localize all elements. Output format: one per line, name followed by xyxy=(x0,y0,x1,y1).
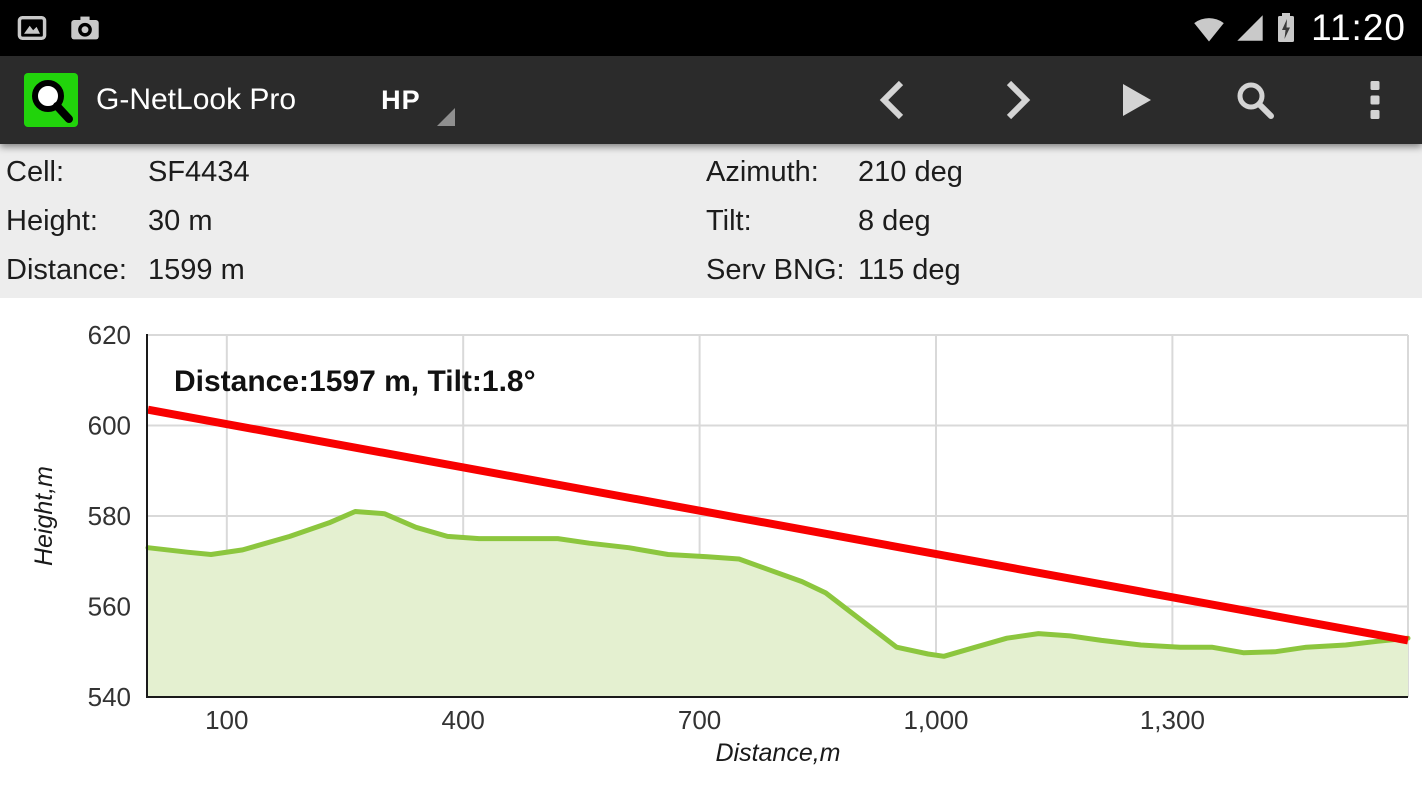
wifi-icon xyxy=(1194,18,1224,42)
overflow-menu-button[interactable] xyxy=(1352,77,1398,123)
clock: 11:20 xyxy=(1311,7,1406,48)
distance-value: 1599 m xyxy=(148,254,245,286)
azimuth-label: Azimuth: xyxy=(706,156,819,188)
next-button[interactable] xyxy=(992,77,1038,123)
x-tick-label: 1,300 xyxy=(1140,705,1205,735)
play-button[interactable] xyxy=(1112,77,1158,123)
height-row: Height: 30 m xyxy=(6,197,250,246)
serv-bng-label: Serv BNG: xyxy=(706,254,845,286)
height-value: 30 m xyxy=(148,205,213,237)
status-bar: 11:20 xyxy=(0,0,1422,56)
chart-annotation: Distance:1597 m, Tilt:1.8° xyxy=(174,365,536,398)
y-tick-label: 620 xyxy=(88,320,131,350)
x-tick-label: 700 xyxy=(678,705,721,735)
cell-label: Cell: xyxy=(6,156,65,188)
cell-value: SF4434 xyxy=(148,156,250,188)
azimuth-row: Azimuth: 210 deg xyxy=(706,148,963,197)
info-panel: Cell: SF4434 Height: 30 m Distance: 1599… xyxy=(0,144,1422,298)
serv-bng-value: 115 deg xyxy=(858,254,961,286)
cell-row: Cell: SF4434 xyxy=(6,148,250,197)
y-tick-label: 540 xyxy=(88,682,131,712)
action-buttons xyxy=(872,77,1398,123)
spinner-label: HP xyxy=(381,84,421,115)
serv-bng-row: Serv BNG: 115 deg xyxy=(706,246,963,295)
terrain-line xyxy=(145,509,1411,659)
tilt-label: Tilt: xyxy=(706,205,752,237)
tilt-row: Tilt: 8 deg xyxy=(706,197,963,246)
gallery-icon xyxy=(17,16,47,40)
network-spinner[interactable]: HP xyxy=(381,68,455,132)
elevation-profile-chart[interactable]: 540 560 580 600 620 100 400 700 1,000 1,300 Distan… xyxy=(0,298,1422,800)
line-of-sight xyxy=(147,405,1409,645)
chevron-left-icon xyxy=(879,80,904,120)
camera-icon xyxy=(71,16,99,40)
info-column-right: Azimuth: 210 deg Tilt: 8 deg Serv BNG: 1… xyxy=(706,148,963,295)
search-icon xyxy=(1237,82,1274,119)
x-axis-title: Distance,m xyxy=(715,739,840,767)
battery-charging-icon xyxy=(1278,13,1295,42)
distance-row: Distance: 1599 m xyxy=(6,246,250,295)
info-column-left: Cell: SF4434 Height: 30 m Distance: 1599… xyxy=(6,148,250,295)
terrain-area xyxy=(148,511,1408,697)
height-label: Height: xyxy=(6,205,98,237)
tilt-value: 8 deg xyxy=(858,205,931,237)
overflow-menu-icon xyxy=(1370,81,1380,119)
app-title: G-NetLook Pro xyxy=(96,83,297,116)
x-tick-label: 100 xyxy=(205,705,248,735)
app-logo-icon xyxy=(24,73,78,127)
spinner-caret-icon xyxy=(436,108,455,126)
x-tick-label: 400 xyxy=(442,705,485,735)
y-tick-label: 600 xyxy=(88,411,131,441)
play-icon xyxy=(1123,84,1151,116)
y-tick-label: 580 xyxy=(88,501,131,531)
chevron-right-icon xyxy=(1006,80,1031,120)
distance-label: Distance: xyxy=(6,254,127,286)
previous-button[interactable] xyxy=(872,77,918,123)
chart-area: 540 560 580 600 620 100 400 700 1,000 1,300 Distan… xyxy=(0,298,1422,800)
action-bar: G-NetLook Pro HP xyxy=(0,56,1422,144)
x-tick-label: 1,000 xyxy=(903,705,968,735)
azimuth-value: 210 deg xyxy=(858,156,963,188)
magnifier-logo-glyph xyxy=(32,80,73,123)
y-axis-title: Height,m xyxy=(30,466,58,566)
search-button[interactable] xyxy=(1232,77,1278,123)
signal-strength-icon xyxy=(1237,15,1263,41)
status-notification-icons xyxy=(16,12,102,44)
y-tick-label: 560 xyxy=(88,592,131,622)
